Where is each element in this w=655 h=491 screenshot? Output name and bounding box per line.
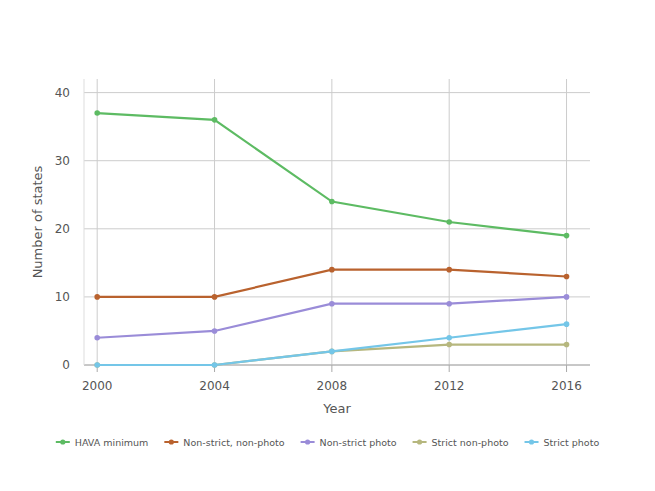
series-point [446,219,452,225]
x-tick-label: 2012 [434,379,465,393]
series-point [329,349,335,355]
legend-label: Non-strict, non-photo [183,437,284,448]
legend-marker [305,439,310,444]
series-point [212,294,218,300]
y-tick-label: 0 [62,358,70,372]
series-point [329,301,335,307]
x-grid-line [97,79,98,365]
series-point [564,294,570,300]
y-grid-line [84,92,590,93]
y-axis-line [84,79,85,365]
series-point [212,117,218,123]
legend-marker [169,439,174,444]
series-point [329,267,335,273]
x-tick-label: 2000 [82,379,113,393]
plot-area [94,110,569,368]
series-point [446,335,452,341]
y-tick-label: 10 [55,290,70,304]
legend-item: Strict non-photo [413,437,509,448]
series-point [446,301,452,307]
x-grid-line [331,79,332,365]
legend-label: Strict photo [544,437,600,448]
legend-item: Non-strict photo [301,437,397,448]
legend-label: Strict non-photo [432,437,509,448]
series-line [97,345,566,365]
series-line [97,324,566,365]
x-tick-label: 2008 [317,379,348,393]
series-point [446,267,452,273]
series-point [94,335,100,341]
series-point [212,328,218,334]
series-point [94,110,100,116]
series-point [329,349,335,355]
series-line [97,113,566,236]
series-point [329,199,335,205]
x-tick [566,365,567,372]
series-point [94,362,100,368]
x-tick-label: 2016 [551,379,582,393]
legend-label: Non-strict photo [320,437,397,448]
x-tick [449,365,450,372]
legend-marker [529,439,534,444]
x-tick [331,365,332,372]
series-point [94,362,100,368]
y-axis-title: Number of states [30,165,45,278]
axes: 0 10 20 30 40 2000 2004 2008 2012 2016 [55,79,590,393]
x-tick-label: 2004 [199,379,230,393]
grid [84,79,590,365]
series-point [212,362,218,368]
x-axis-title: Year [322,401,351,416]
legend-label: HAVA minimum [75,437,149,448]
legend-item: HAVA minimum [56,437,149,448]
legend-item: Non-strict, non-photo [164,437,284,448]
series-point [446,342,452,348]
series-point [212,362,218,368]
y-tick-label: 20 [55,222,70,236]
series-line [97,270,566,297]
legend: HAVA minimum Non-strict, non-photo Non-str… [56,437,600,448]
y-grid-line [84,160,590,161]
series-point [94,294,100,300]
legend-item: Strict photo [525,437,600,448]
y-tick-label: 30 [55,154,70,168]
series-point [564,342,570,348]
legend-marker [417,439,422,444]
legend-marker [60,439,65,444]
chart: 0 10 20 30 40 2000 2004 2008 2012 2016 Year Number … [0,0,655,491]
series-point [564,321,570,327]
y-tick-label: 40 [55,86,70,100]
series-point [564,274,570,280]
series-point [564,233,570,239]
